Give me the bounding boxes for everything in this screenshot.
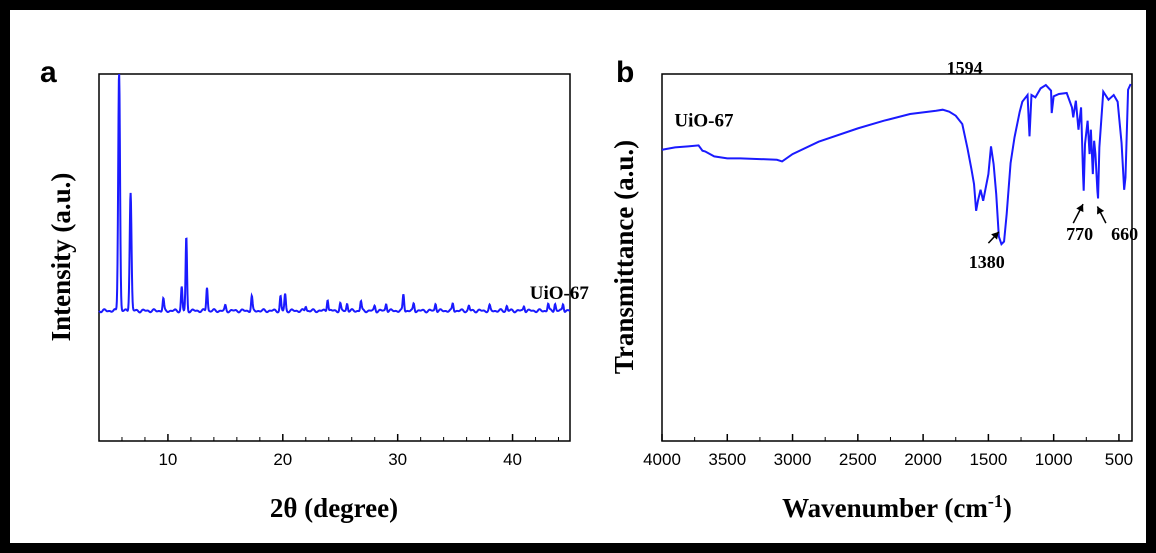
panel-b-x-tick-label: 1500 [969,450,1007,469]
figure-background [10,10,1146,543]
panel-b-x-tick-label: 500 [1105,450,1133,469]
panel-b-annotation-arrow [1072,203,1084,224]
panel-b-annotation-arrow [1096,206,1107,224]
panel-a-letter: a [40,56,57,89]
panel-b-peak-annotation: 770 [1066,224,1093,244]
panel-a-series-label: UiO-67 [530,283,590,304]
panel-a: a 10 20 30 40 UiO-67 2θ (degree) Intensity … [40,56,589,523]
panel-b-plot-area [661,73,1133,442]
panel-b-x-tick-label: 2500 [839,450,877,469]
panel-b: b 4000 3500 3000 2500 2000 1500 1000 500 UiO-67… [609,56,1138,523]
panel-b-series-line [661,83,1132,247]
panel-a-x-axis: 10 20 30 40 [98,434,560,469]
panel-a-series-line [98,73,571,314]
panel-b-x-tick-label: 3000 [774,450,812,469]
panel-b-x-axis-title-main: Wavenumber (cm [782,493,988,523]
panel-a-x-tick-label: 10 [158,450,177,469]
panel-b-peak-annotation: 660 [1111,224,1138,244]
panel-b-peak-annotation: 1594 [947,58,983,78]
panel-b-x-axis-title-tail: ) [1003,493,1012,523]
panel-a-x-tick-label: 40 [503,450,522,469]
panel-b-x-tick-label: 1000 [1035,450,1073,469]
panel-b-x-tick-label: 3500 [708,450,746,469]
panel-b-x-axis-title-superscript: -1 [988,491,1003,511]
panel-b-y-axis-title: Transmittance (a.u.) [609,140,639,374]
panel-a-x-tick-label: 30 [388,450,407,469]
panel-b-annotation-arrow [987,231,1000,244]
panel-b-x-axis: 4000 3500 3000 2500 2000 1500 1000 500 [643,434,1133,469]
panel-a-x-tick-label: 20 [273,450,292,469]
panel-b-x-tick-label: 2000 [904,450,942,469]
panel-a-y-axis-title: Intensity (a.u.) [46,173,76,342]
panel-b-x-axis-title: Wavenumber (cm-1) [782,491,1012,523]
panel-a-plot-area [98,73,571,442]
panel-b-letter: b [616,56,634,89]
panel-b-x-tick-label: 4000 [643,450,681,469]
panel-a-x-axis-title: 2θ (degree) [270,493,398,523]
panel-b-peak-annotation: 1380 [969,252,1005,272]
panel-b-series-label: UiO-67 [674,111,734,132]
